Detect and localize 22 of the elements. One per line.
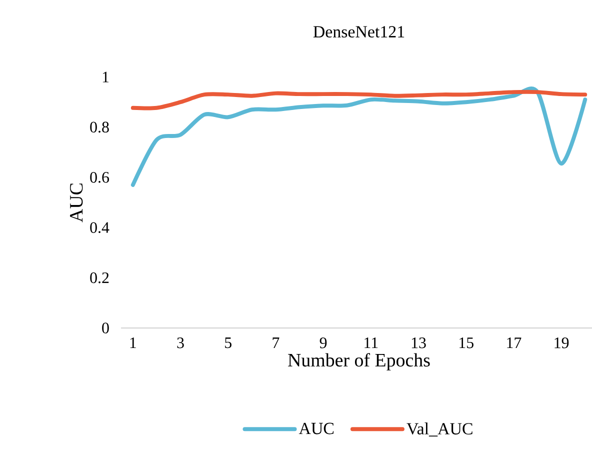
x-axis-title: Number of Epochs bbox=[288, 353, 430, 370]
y-tick-label: 0.4 bbox=[90, 222, 110, 234]
legend-label: Val_AUC bbox=[406, 422, 472, 436]
x-tick-label: 7 bbox=[272, 338, 280, 348]
legend-label: AUC bbox=[298, 422, 334, 434]
x-tick-label: 9 bbox=[320, 338, 327, 348]
x-tick-label: 11 bbox=[364, 338, 378, 348]
x-tick-label: 5 bbox=[225, 338, 232, 348]
x-tick-label: 19 bbox=[554, 338, 569, 348]
x-tick-label: 17 bbox=[507, 338, 522, 348]
y-tick-label: 1 bbox=[102, 72, 109, 82]
line-series bbox=[130, 90, 588, 110]
x-tick-label: 3 bbox=[177, 338, 184, 348]
y-tick-label: 0.2 bbox=[90, 272, 109, 284]
y-axis-title: AUC bbox=[70, 184, 83, 222]
y-tick-label: 0.8 bbox=[90, 122, 109, 133]
chart-title: DenseNet121 bbox=[313, 26, 404, 38]
x-tick-label: 13 bbox=[412, 338, 426, 348]
x-tick-label: 15 bbox=[460, 338, 474, 348]
y-tick-label: 0 bbox=[102, 322, 109, 334]
x-tick-label: 1 bbox=[130, 338, 136, 348]
y-tick-label: 0.6 bbox=[90, 172, 110, 183]
